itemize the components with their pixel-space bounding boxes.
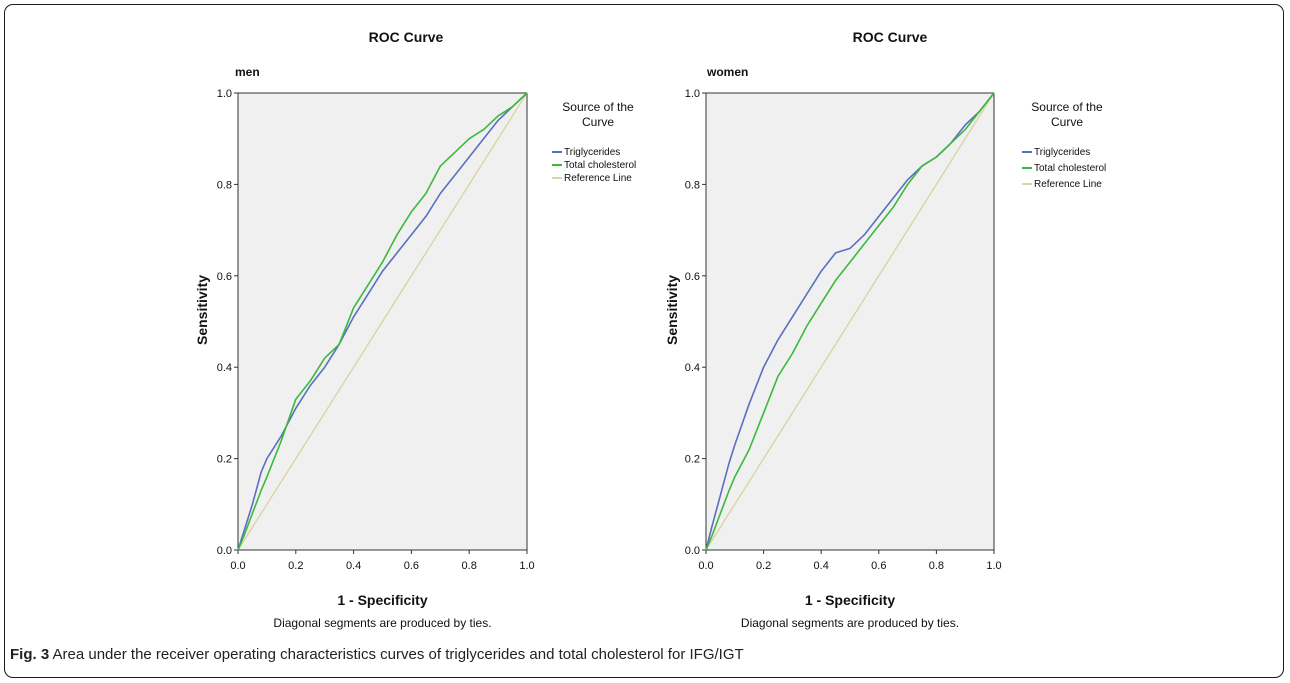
y-axis-label: Sensitivity bbox=[664, 275, 680, 345]
series-line-total-cholesterol bbox=[705, 92, 995, 551]
y-tick-label: 0.8 bbox=[685, 179, 700, 191]
figure-label: Fig. 3 bbox=[10, 646, 50, 663]
x-tick-label: 0.0 bbox=[230, 560, 245, 572]
x-tick-label: 0.2 bbox=[288, 560, 303, 572]
figure-caption-text: Area under the receiver operating charac… bbox=[49, 646, 744, 663]
x-tick-label: 0.2 bbox=[756, 560, 771, 572]
chart-title: ROC Curve bbox=[853, 29, 928, 45]
chart-note: Diagonal segments are produced by ties. bbox=[273, 616, 491, 630]
x-tick-label: 0.6 bbox=[871, 560, 886, 572]
chart-subtitle: men bbox=[235, 65, 260, 79]
legend-entry: Reference Line bbox=[564, 173, 632, 184]
legend-title: Source of the Curve bbox=[562, 100, 634, 129]
series-line-reference-line bbox=[237, 92, 528, 551]
legend-entry: Total cholesterol bbox=[564, 160, 636, 171]
y-tick-label: 1.0 bbox=[217, 88, 232, 100]
series-line-triglycerides bbox=[237, 92, 528, 551]
figure-frame bbox=[4, 4, 1284, 678]
y-tick-label: 0.0 bbox=[217, 545, 232, 557]
x-axis-label: 1 - Specificity bbox=[337, 592, 427, 608]
x-tick-label: 1.0 bbox=[519, 560, 534, 572]
legend-entry: Triglycerides bbox=[564, 147, 620, 158]
y-tick-label: 0.2 bbox=[685, 454, 700, 466]
y-axis-label: Sensitivity bbox=[194, 275, 210, 345]
x-tick-label: 0.4 bbox=[346, 560, 361, 572]
y-tick-label: 1.0 bbox=[685, 88, 700, 100]
x-tick-label: 1.0 bbox=[986, 560, 1001, 572]
y-tick-label: 0.8 bbox=[217, 179, 232, 191]
roc-chart-women: ROC Curve women 0.0 0.2 0.4 0.6 0.8 1.0 0.0 0.2 0.… bbox=[664, 29, 1106, 630]
y-tick-label: 0.4 bbox=[685, 362, 700, 374]
legend-title: Source of the Curve bbox=[1031, 100, 1103, 129]
y-tick-label: 0.0 bbox=[685, 545, 700, 557]
chart-subtitle: women bbox=[706, 65, 748, 79]
chart-note: Diagonal segments are produced by ties. bbox=[741, 616, 959, 630]
x-axis-label: 1 - Specificity bbox=[805, 592, 895, 608]
x-tick-label: 0.8 bbox=[462, 560, 477, 572]
series-line-reference-line bbox=[705, 92, 995, 551]
y-tick-label: 0.4 bbox=[217, 362, 232, 374]
x-tick-label: 0.8 bbox=[929, 560, 944, 572]
chart-title: ROC Curve bbox=[369, 29, 444, 45]
x-tick-label: 0.4 bbox=[814, 560, 829, 572]
x-tick-label: 0.6 bbox=[404, 560, 419, 572]
y-tick-label: 0.2 bbox=[217, 454, 232, 466]
series-line-total-cholesterol bbox=[237, 92, 528, 551]
legend-entry: Total cholesterol bbox=[1034, 163, 1106, 174]
legend-entry: Reference Line bbox=[1034, 179, 1102, 190]
legend-entry: Triglycerides bbox=[1034, 147, 1090, 158]
y-tick-label: 0.6 bbox=[685, 271, 700, 283]
figure-caption: Fig. 3 Area under the receiver operating… bbox=[10, 646, 744, 663]
y-tick-label: 0.6 bbox=[217, 271, 232, 283]
x-tick-label: 0.0 bbox=[698, 560, 713, 572]
roc-chart-men: ROC Curve men 0.0 0.2 0.4 0.6 0.8 1.0 0.0 0.2 0.4 0… bbox=[194, 29, 636, 630]
